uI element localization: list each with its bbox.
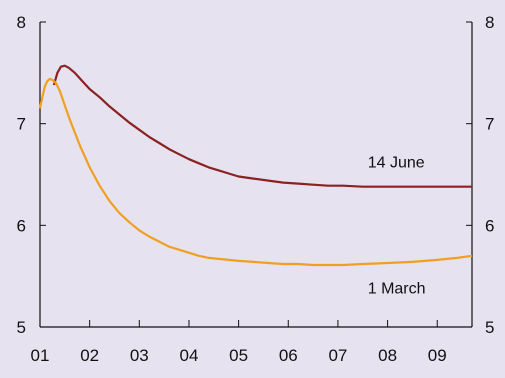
x-tick-label: 06: [279, 346, 298, 365]
y-tick-label-left: 7: [17, 115, 26, 134]
x-tick-label: 08: [378, 346, 397, 365]
x-tick-label: 04: [180, 346, 199, 365]
y-tick-label-right: 8: [485, 13, 494, 32]
series-label: 14 June: [368, 154, 425, 171]
y-tick-label-right: 7: [485, 115, 494, 134]
x-tick-label: 09: [428, 346, 447, 365]
y-tick-label-right: 6: [485, 216, 494, 235]
x-tick-label: 02: [80, 346, 99, 365]
x-tick-label: 07: [328, 346, 347, 365]
y-tick-label-right: 5: [485, 318, 494, 337]
y-tick-label-left: 5: [17, 318, 26, 337]
series-line-june: [52, 64, 472, 188]
y-tick-label-left: 6: [17, 216, 26, 235]
x-tick-label: 01: [31, 346, 50, 365]
x-tick-label: 03: [130, 346, 149, 365]
y-tick-label-left: 8: [17, 13, 26, 32]
series-label: 1 March: [368, 280, 426, 297]
x-tick-label: 05: [229, 346, 248, 365]
series-line-march: [38, 77, 473, 267]
